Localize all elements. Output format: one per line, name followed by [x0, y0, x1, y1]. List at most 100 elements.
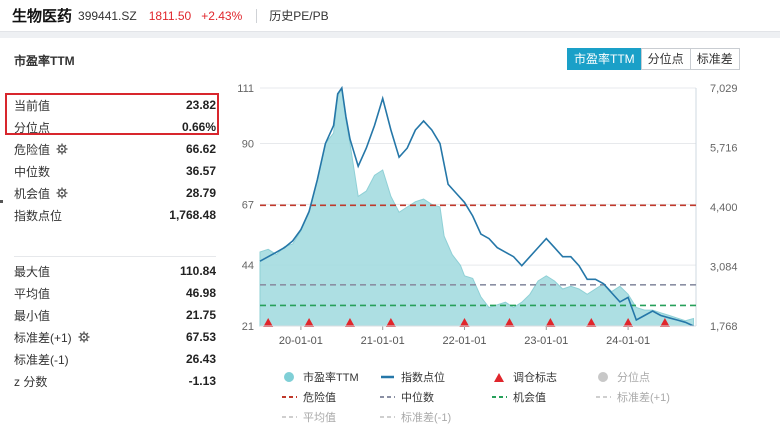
stat-label-text: 分位点 — [14, 120, 51, 135]
legend-label: 市盈率TTM — [303, 372, 359, 384]
stat-label-text: 标准差(+1) — [14, 330, 72, 345]
stat-label: 最小值 — [14, 307, 50, 324]
edge-mark — [0, 200, 3, 203]
top-bar: 生物医药 399441.SZ 1811.50 +2.43% 历史PE/PB — [0, 0, 780, 32]
stat-value: 36.57 — [185, 164, 216, 178]
stat-row: 当前值 23.82 — [14, 94, 216, 116]
stat-value: 67.53 — [185, 330, 216, 344]
x-tick-label: 22-01-01 — [442, 335, 486, 347]
legend-label: 指数点位 — [401, 372, 445, 384]
y-left-tick-label: 90 — [242, 139, 254, 151]
x-tick-label: 20-01-01 — [279, 335, 323, 347]
stat-value: 23.82 — [185, 98, 216, 112]
pe-ttm-area — [259, 86, 695, 327]
history-pe-pb-link[interactable]: 历史PE/PB — [269, 9, 329, 23]
stat-label: 标准差(-1) — [14, 351, 69, 368]
y-left-tick-label: 67 — [242, 199, 254, 211]
rebalance-marker — [504, 318, 515, 327]
stat-row: 危险值 66.62 — [14, 138, 216, 160]
tab-std-dev[interactable]: 标准差 — [689, 48, 740, 70]
gear-icon[interactable] — [56, 143, 68, 155]
stat-label-text: 危险值 — [14, 142, 51, 157]
legend-item[interactable]: 标准差(+1) — [596, 389, 670, 405]
legend-dash-icon — [492, 396, 507, 398]
stat-value: 28.79 — [185, 186, 216, 200]
legend-triangle-icon — [494, 373, 504, 382]
stat-value: -1.13 — [188, 374, 216, 388]
y-right-tick-label: 5,716 — [710, 142, 738, 154]
pe-chart: 21 44 67 90 111 1,768 3,084 4,400 5,716 7,029 20-0… — [237, 83, 738, 347]
tab-pe-ttm[interactable]: 市盈率TTM — [567, 48, 642, 70]
stat-row: 标准差(+1) 67.53 — [14, 326, 216, 348]
legend-label: 危险值 — [303, 392, 336, 404]
legend-label: 调仓标志 — [513, 372, 557, 384]
legend-item[interactable]: 调仓标志 — [492, 369, 557, 385]
legend-dash-icon — [596, 396, 611, 398]
gear-icon[interactable] — [56, 187, 68, 199]
stat-row: 平均值 46.98 — [14, 282, 216, 304]
stat-label-text: 最小值 — [14, 308, 51, 323]
stat-value: 110.84 — [179, 264, 216, 278]
legend-line-icon — [381, 375, 394, 379]
stat-label: 危险值 — [14, 141, 68, 158]
rebalance-marker — [545, 318, 556, 327]
x-tick-label: 21-01-01 — [361, 335, 405, 347]
legend-dash-icon — [380, 416, 395, 418]
index-price: 1811.50 — [148, 8, 192, 23]
index-name: 生物医药 — [12, 8, 73, 25]
y-right-tick-label: 1,768 — [710, 321, 738, 333]
legend-label: 中位数 — [401, 392, 434, 404]
y-left-tick-label: 44 — [242, 260, 254, 272]
rebalance-marker — [586, 318, 597, 327]
rebalance-marker — [659, 318, 670, 327]
legend-item[interactable]: 机会值 — [492, 389, 546, 405]
stat-label: 平均值 — [14, 285, 50, 302]
legend-item[interactable]: 市盈率TTM — [282, 369, 359, 385]
stat-row: 最小值 21.75 — [14, 304, 216, 326]
stat-label-text: 机会值 — [14, 186, 51, 201]
stat-row: 标准差(-1) 26.43 — [14, 348, 216, 370]
rebalance-marker — [385, 318, 396, 327]
stat-label: 中位数 — [14, 163, 50, 180]
stat-label: 当前值 — [14, 97, 50, 114]
stats-divider — [14, 256, 216, 257]
stat-value: 26.43 — [185, 352, 216, 366]
stat-label: 标准差(+1) — [14, 329, 90, 346]
legend-item[interactable]: 分位点 — [596, 369, 650, 385]
tab-percentile[interactable]: 分位点 — [640, 48, 691, 70]
legend-label: 平均值 — [303, 412, 336, 424]
rebalance-marker — [344, 318, 355, 327]
stat-row: 机会值 28.79 — [14, 182, 216, 204]
stat-row: 指数点位 1,768.48 — [14, 204, 216, 226]
legend-dot-icon — [598, 372, 608, 382]
legend-dash-icon — [380, 396, 395, 398]
legend-item[interactable]: 中位数 — [380, 389, 434, 405]
y-left-tick-label: 111 — [237, 83, 254, 95]
divider — [256, 8, 258, 23]
rebalance-marker — [263, 318, 274, 327]
gear-icon[interactable] — [78, 331, 90, 343]
stat-label-text: z 分数 — [14, 374, 48, 389]
stat-value: 46.98 — [185, 286, 216, 300]
stat-label-text: 中位数 — [14, 164, 51, 179]
index-change: +2.43% — [201, 8, 243, 23]
stat-label: 分位点 — [14, 119, 50, 136]
legend-item[interactable]: 平均值 — [282, 409, 336, 425]
stat-row: z 分数 -1.13 — [14, 370, 216, 392]
y-right-tick-label: 4,400 — [710, 202, 738, 214]
stat-label-text: 平均值 — [14, 286, 51, 301]
legend-label: 分位点 — [617, 372, 650, 384]
legend-item[interactable]: 危险值 — [282, 389, 336, 405]
stat-row: 中位数 36.57 — [14, 160, 216, 182]
legend-item[interactable]: 指数点位 — [380, 369, 445, 385]
rebalance-marker — [459, 318, 470, 327]
stat-label: 最大值 — [14, 263, 50, 280]
x-tick-label: 23-01-01 — [524, 335, 568, 347]
legend-item[interactable]: 标准差(-1) — [380, 409, 451, 425]
stat-row: 分位点 0.66% — [14, 116, 216, 138]
stat-label-text: 当前值 — [14, 98, 51, 113]
legend-dash-icon — [282, 396, 297, 398]
x-tick-label: 24-01-01 — [606, 335, 650, 347]
stats-panel-bottom: 最大值 110.84 平均值 46.98 最小值 21.75 标准差(+1) 67.53 标准差… — [14, 260, 216, 392]
y-right-tick-label: 7,029 — [710, 83, 738, 95]
